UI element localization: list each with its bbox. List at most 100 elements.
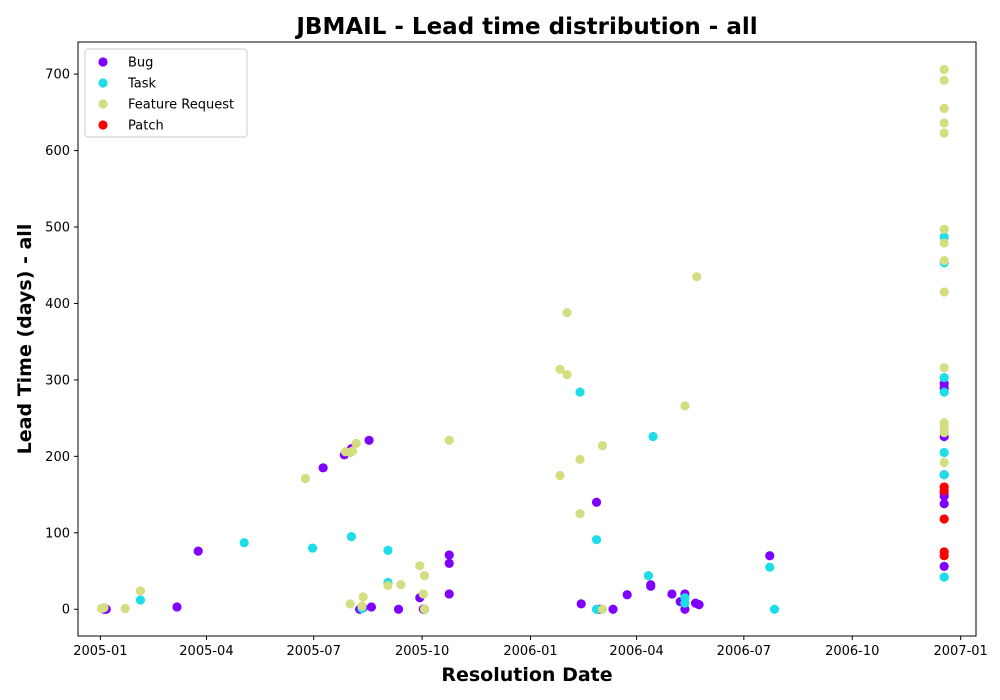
task-point bbox=[575, 387, 585, 397]
task-point bbox=[648, 431, 658, 442]
bug-point bbox=[366, 602, 377, 612]
legend-label-task: Task bbox=[127, 77, 157, 92]
feature-request-point bbox=[680, 401, 690, 411]
legend-label-bug: Bug bbox=[128, 56, 153, 71]
feature-request-point bbox=[692, 272, 702, 282]
task-point bbox=[346, 532, 357, 542]
bug-point bbox=[318, 463, 328, 473]
feature-request-point bbox=[415, 561, 425, 571]
plot-frame bbox=[77, 41, 977, 637]
series-feature-request bbox=[96, 64, 949, 614]
feature-request-point bbox=[120, 603, 130, 614]
feature-request-point bbox=[419, 604, 430, 614]
feature-request-point bbox=[562, 369, 572, 380]
feature-request-point bbox=[575, 454, 585, 465]
feature-request-point bbox=[383, 580, 393, 591]
x-tick-label: 2005-07 bbox=[287, 644, 341, 659]
x-axis-ticks: 2005-01 2005-04 2005-07 2005-10 2006-01 2006-… bbox=[73, 636, 988, 659]
bug-point bbox=[364, 435, 374, 445]
task-point bbox=[643, 571, 653, 581]
bug-point bbox=[444, 558, 454, 568]
feature-request-point bbox=[939, 103, 949, 114]
feature-request-point bbox=[939, 256, 949, 266]
y-tick-label: 0 bbox=[62, 603, 70, 618]
plot-area bbox=[77, 41, 977, 637]
feature-request-point bbox=[358, 592, 368, 602]
feature-request-point bbox=[597, 604, 608, 614]
x-axis-label: Resolution Date bbox=[441, 664, 612, 686]
legend-marker-feature-request bbox=[98, 99, 108, 109]
feature-request-point bbox=[135, 586, 146, 596]
feature-request-point bbox=[939, 64, 949, 75]
feature-request-point bbox=[939, 128, 949, 138]
bug-point bbox=[193, 546, 203, 556]
task-point bbox=[939, 572, 949, 582]
feature-request-point bbox=[939, 287, 949, 297]
feature-request-point bbox=[939, 224, 949, 234]
legend-marker-bug bbox=[98, 57, 108, 67]
feature-request-point bbox=[418, 589, 428, 599]
task-point bbox=[307, 543, 318, 553]
feature-request-point bbox=[444, 435, 454, 445]
feature-request-point bbox=[396, 580, 406, 590]
bug-point bbox=[576, 599, 586, 609]
feature-request-point bbox=[575, 509, 585, 519]
bug-point bbox=[172, 602, 182, 612]
feature-request-point bbox=[300, 473, 311, 484]
feature-request-point bbox=[939, 457, 949, 468]
bug-point bbox=[393, 604, 404, 614]
bug-point bbox=[694, 600, 704, 610]
legend-marker-task bbox=[98, 78, 108, 88]
y-tick-label: 100 bbox=[45, 526, 70, 541]
feature-request-point bbox=[555, 364, 565, 374]
y-tick-label: 600 bbox=[45, 144, 70, 159]
y-tick-label: 200 bbox=[45, 450, 70, 465]
bug-point bbox=[765, 551, 775, 561]
y-axis-ticks: 0 100 200 300 400 500 600 700 bbox=[45, 68, 78, 618]
feature-request-point bbox=[357, 601, 367, 611]
feature-request-point bbox=[562, 308, 572, 318]
task-point bbox=[135, 595, 146, 605]
bug-point bbox=[939, 499, 949, 509]
legend-label-feature-request: Feature Request bbox=[128, 98, 234, 113]
feature-request-point bbox=[555, 470, 565, 481]
task-point bbox=[769, 604, 780, 614]
patch-point bbox=[939, 486, 949, 496]
x-tick-label: 2006-10 bbox=[825, 644, 879, 659]
feature-request-point bbox=[419, 571, 430, 581]
y-tick-label: 700 bbox=[45, 68, 70, 83]
feature-request-point bbox=[939, 118, 949, 128]
chart-title: JBMAIL - Lead time distribution - all bbox=[294, 14, 757, 40]
series-patch bbox=[939, 482, 949, 561]
feature-request-point bbox=[939, 238, 949, 248]
bug-point bbox=[444, 550, 454, 560]
feature-request-point bbox=[939, 428, 949, 438]
y-axis-label: Lead Time (days) - all bbox=[14, 224, 36, 455]
y-tick-label: 400 bbox=[45, 297, 70, 312]
task-point bbox=[765, 562, 775, 572]
feature-request-point bbox=[597, 441, 608, 451]
y-tick-label: 300 bbox=[45, 373, 70, 388]
feature-request-point bbox=[345, 599, 355, 609]
legend: Bug Task Feature Request Patch bbox=[84, 48, 248, 138]
task-point bbox=[591, 535, 602, 545]
x-tick-label: 2005-04 bbox=[179, 644, 233, 659]
bug-point bbox=[667, 589, 677, 599]
x-tick-label: 2006-01 bbox=[503, 644, 557, 659]
x-tick-label: 2005-10 bbox=[395, 644, 449, 659]
task-point bbox=[680, 598, 690, 608]
bug-point bbox=[608, 604, 618, 614]
legend-frame bbox=[84, 48, 248, 138]
feature-request-point bbox=[939, 363, 949, 373]
x-tick-label: 2005-01 bbox=[73, 644, 127, 659]
y-tick-label: 500 bbox=[45, 221, 70, 236]
x-tick-label: 2006-04 bbox=[609, 644, 663, 659]
data-points bbox=[96, 64, 949, 614]
feature-request-point bbox=[351, 438, 361, 448]
patch-point bbox=[939, 514, 949, 524]
task-point bbox=[239, 538, 249, 548]
bug-point bbox=[622, 590, 632, 600]
legend-label-patch: Patch bbox=[128, 119, 164, 134]
bug-point bbox=[444, 589, 454, 599]
